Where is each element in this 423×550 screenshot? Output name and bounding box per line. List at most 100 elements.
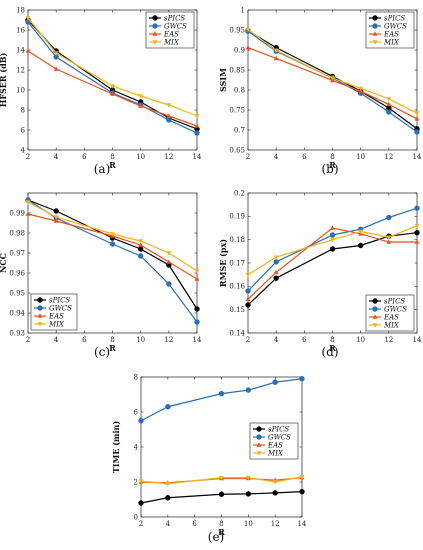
data-point — [245, 288, 251, 294]
data-point — [386, 101, 392, 107]
x-tick-label: 2 — [26, 336, 30, 344]
series-line — [140, 378, 303, 422]
chart-panel: 2 4 6 8 10 12 14 0.14 0.15 0.16 0.17 0.18 0.19 0.2 R RM… — [218, 189, 422, 359]
series-line — [247, 232, 418, 306]
x-tick-label: 4 — [274, 153, 279, 161]
x-tick-label: 14 — [193, 153, 202, 161]
data-point — [357, 242, 364, 249]
y-axis-label: NCC — [0, 253, 8, 273]
y-axis-label: RMSE (px) — [218, 239, 228, 287]
data-point — [273, 275, 279, 281]
legend-label: GWCS — [384, 22, 407, 30]
data-point — [138, 103, 144, 108]
series-line — [247, 227, 417, 300]
x-tick-label: 14 — [193, 336, 202, 344]
data-point — [166, 251, 172, 256]
legend-marker — [152, 23, 158, 29]
data-point — [414, 116, 420, 121]
legend-marker — [372, 23, 378, 29]
data-point — [53, 218, 59, 223]
y-tick-label: 2 — [134, 478, 138, 486]
x-tick-label: 10 — [136, 336, 145, 344]
data-point — [25, 48, 31, 53]
x-tick-label: 10 — [356, 336, 365, 344]
data-point — [358, 86, 364, 91]
data-point — [194, 123, 200, 128]
x-tick-label: 14 — [413, 153, 422, 161]
data-point — [330, 76, 335, 81]
y-tick-label: 0.93 — [9, 329, 25, 337]
y-tick-label: 0.95 — [9, 289, 25, 297]
y-axis-label: TIME (min) — [111, 421, 121, 474]
data-point — [245, 302, 251, 308]
series-sPICS — [138, 488, 305, 506]
series-line — [27, 213, 198, 280]
data-point — [165, 404, 171, 410]
series-line — [27, 17, 198, 117]
y-tick-label: 0 — [134, 513, 138, 521]
data-point — [330, 225, 335, 230]
data-point — [109, 241, 116, 247]
data-point — [386, 97, 392, 102]
legend-marker — [37, 305, 43, 311]
y-tick-label: 0.75 — [229, 106, 245, 114]
data-point — [25, 16, 31, 21]
data-point — [273, 255, 279, 260]
data-point — [53, 51, 59, 56]
data-point — [138, 500, 144, 506]
series-MIX — [245, 223, 420, 278]
x-tick-label: 2 — [246, 336, 250, 344]
data-point — [166, 103, 172, 108]
y-tick-label: 0.18 — [229, 236, 245, 244]
data-point — [245, 45, 251, 50]
x-tick-label: 6 — [82, 336, 87, 344]
x-tick-label: 10 — [136, 153, 145, 161]
panel-caption: (a) — [94, 162, 111, 176]
legend-marker — [372, 314, 378, 319]
y-tick-label: 0.95 — [229, 26, 245, 34]
legend-marker — [372, 323, 378, 328]
data-point — [219, 475, 224, 481]
y-tick-label: 10 — [16, 86, 25, 94]
x-tick-label: 14 — [298, 520, 307, 528]
panel-caption: (d) — [321, 345, 338, 359]
data-point — [299, 474, 305, 480]
data-point — [273, 259, 279, 265]
legend-marker — [37, 322, 43, 327]
data-point — [414, 205, 420, 211]
y-tick-label: 16 — [16, 26, 25, 34]
legend-marker — [372, 298, 378, 304]
series-EAS — [25, 211, 200, 281]
legend-label: EAS — [383, 30, 399, 38]
y-tick-label: 0.2 — [234, 189, 245, 197]
y-tick-label: 12 — [16, 66, 25, 74]
series-line — [27, 201, 198, 272]
legend-marker — [37, 297, 43, 303]
y-tick-label: 0.97 — [9, 249, 25, 257]
y-tick-label: 18 — [16, 6, 25, 14]
data-point — [194, 114, 200, 119]
y-tick-label: 0.98 — [9, 229, 25, 237]
legend-marker — [372, 40, 378, 45]
legend-marker — [256, 434, 262, 440]
data-point — [386, 239, 392, 244]
data-point — [245, 387, 252, 393]
x-tick-label: 6 — [82, 153, 87, 161]
y-tick-label: 0.8 — [234, 86, 245, 94]
data-point — [138, 479, 144, 484]
legend-marker — [372, 306, 378, 312]
y-tick-label: 0.9 — [234, 46, 245, 54]
legend-label: EAS — [383, 313, 399, 321]
series-line — [140, 491, 303, 504]
chart-panel: 2 4 6 8 10 12 14 0.65 0.7 0.75 0.8 0.85 0.9 0.95 1 R SSI… — [218, 6, 422, 176]
data-point — [299, 376, 305, 382]
series-MIX — [25, 16, 200, 119]
series-line — [247, 29, 418, 114]
legend-label: MIX — [383, 38, 400, 46]
data-point — [245, 27, 251, 33]
